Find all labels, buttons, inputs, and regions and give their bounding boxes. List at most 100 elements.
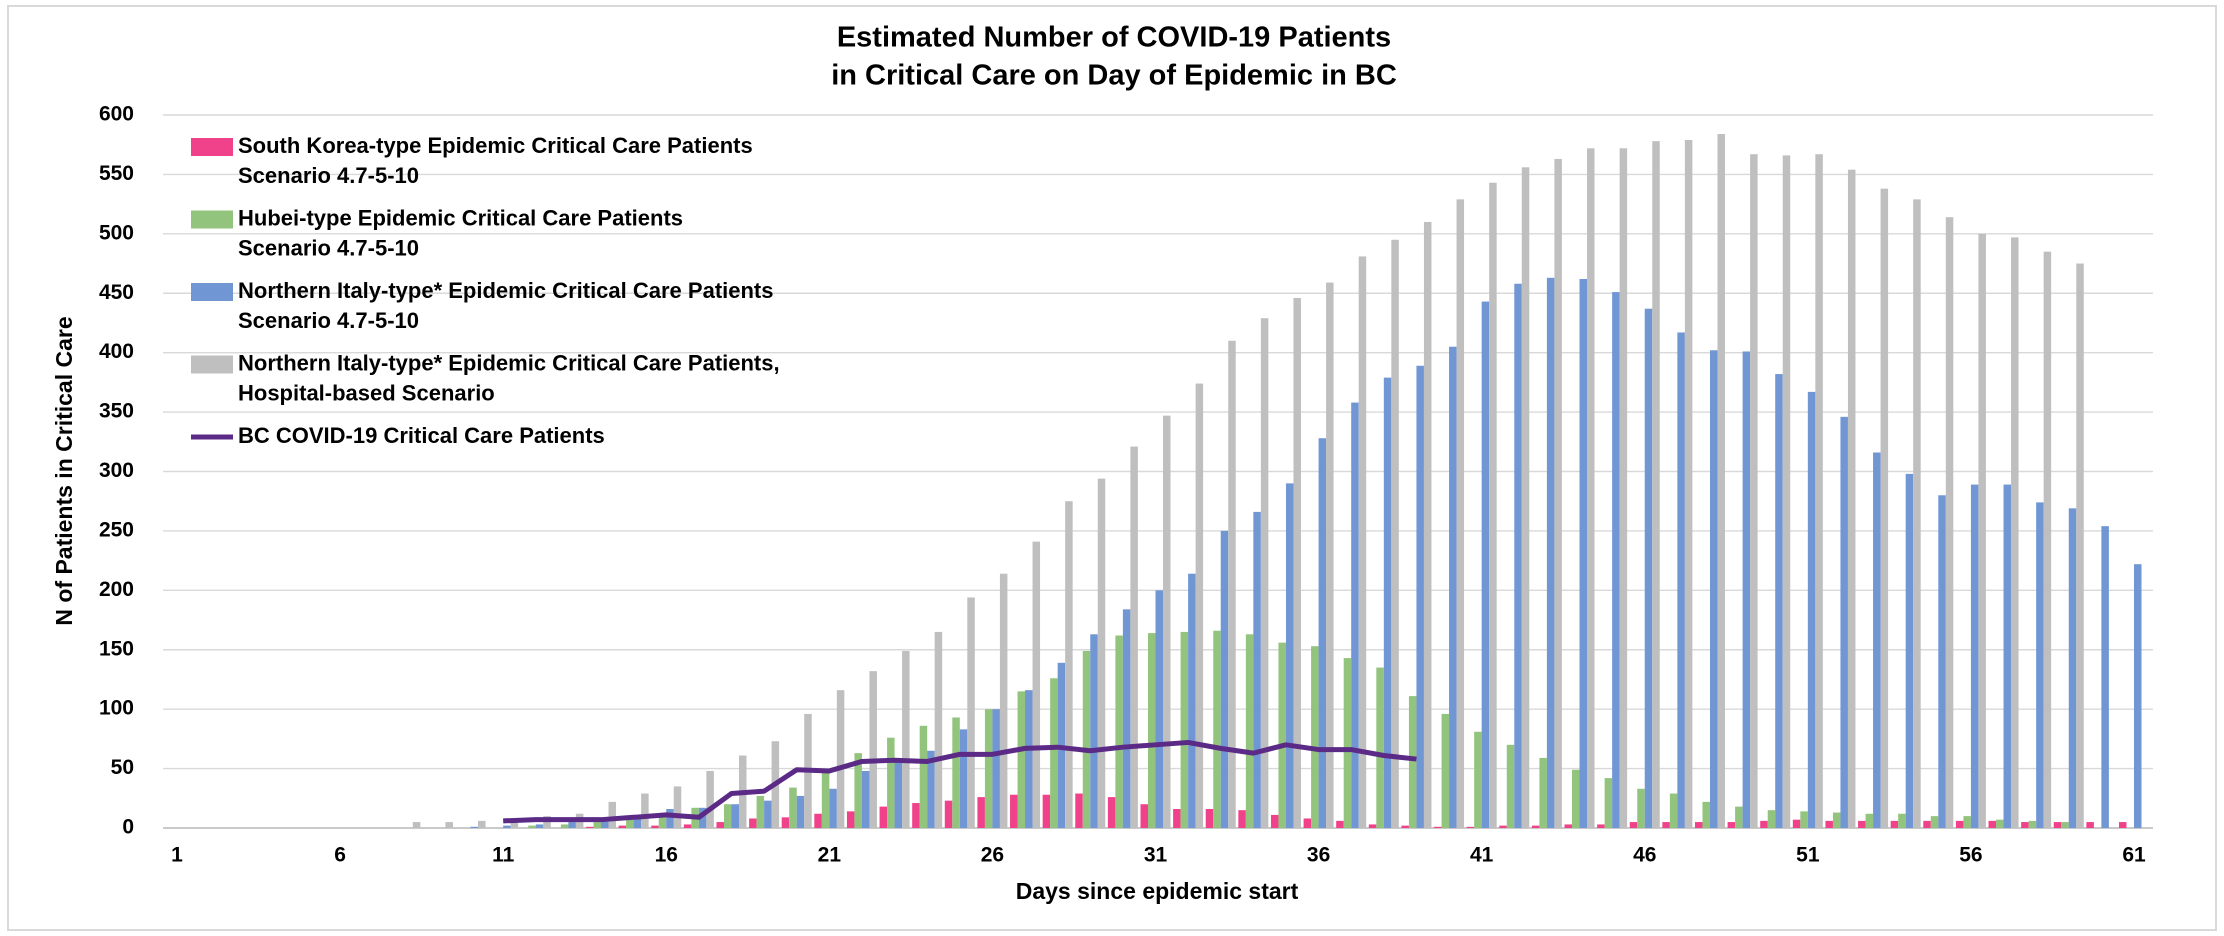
bar <box>1873 452 1881 828</box>
bar <box>2011 237 2019 829</box>
bar <box>1082 650 1091 828</box>
bar <box>1238 810 1246 828</box>
bar <box>626 818 634 828</box>
y-tick-label: 350 <box>99 400 134 423</box>
y-tick-label: 100 <box>99 697 134 720</box>
bar <box>470 826 479 828</box>
bar <box>2036 502 2044 828</box>
bar <box>1260 318 1269 828</box>
bar <box>1923 820 1931 828</box>
bar <box>967 597 975 828</box>
bar <box>756 795 765 828</box>
bar <box>2101 526 2109 828</box>
bar <box>1180 631 1189 828</box>
bar <box>1963 816 1971 828</box>
bar <box>1554 158 1562 829</box>
bar <box>1383 377 1392 828</box>
bar <box>1572 769 1580 828</box>
bar <box>927 750 935 828</box>
bar <box>1376 667 1384 828</box>
bar <box>1075 793 1083 828</box>
bar <box>1326 282 1334 828</box>
chart-title: in Critical Care on Day of Epidemic in B… <box>831 60 1397 92</box>
bar <box>2053 822 2062 828</box>
bar <box>1652 141 1660 829</box>
bar <box>1815 154 1823 829</box>
bar <box>1825 820 1833 828</box>
bar <box>912 803 920 828</box>
bar <box>1521 167 1530 828</box>
legend-label: Northern Italy-type* Epidemic Critical C… <box>238 278 774 333</box>
bar <box>1564 824 1573 828</box>
bar <box>1579 278 1588 828</box>
bar <box>658 813 667 828</box>
x-tick-label: 56 <box>1959 844 1982 867</box>
bar <box>2061 822 2069 828</box>
bar <box>764 800 772 828</box>
bar <box>1709 350 1718 828</box>
y-tick-label: 500 <box>99 221 134 244</box>
bar <box>1760 820 1768 828</box>
bar <box>1800 811 1808 828</box>
bar <box>1499 825 1507 828</box>
bar <box>2021 822 2029 828</box>
x-tick-label: 36 <box>1307 844 1330 867</box>
bar <box>1270 814 1279 828</box>
bar <box>1441 713 1450 828</box>
bar <box>1155 590 1164 828</box>
bar <box>1253 511 1261 828</box>
x-tick-label: 1 <box>171 844 183 867</box>
bar <box>1220 530 1229 828</box>
bar <box>984 709 993 828</box>
bar <box>1147 633 1156 828</box>
bar <box>568 822 576 828</box>
bar <box>1010 794 1018 828</box>
bar <box>1140 804 1148 828</box>
bar <box>1629 822 1638 828</box>
bar <box>723 804 732 828</box>
bar <box>1840 416 1848 828</box>
bar <box>829 788 837 828</box>
bar <box>959 729 968 828</box>
bar <box>1890 820 1899 828</box>
bar <box>731 804 739 828</box>
bar <box>1368 824 1377 828</box>
bar <box>1775 374 1783 828</box>
bar <box>992 709 1000 828</box>
bar <box>1694 822 1703 828</box>
bar <box>1684 139 1693 828</box>
bar <box>1318 438 1327 828</box>
bar <box>1792 819 1801 828</box>
bar <box>1898 813 1906 828</box>
bar <box>861 770 870 828</box>
bar <box>1401 825 1409 828</box>
bar <box>1905 473 1914 828</box>
bar <box>1604 778 1613 828</box>
bar <box>879 806 888 828</box>
legend-swatch <box>191 355 233 374</box>
bar <box>503 825 511 828</box>
bar <box>1336 820 1344 828</box>
bar <box>1717 134 1725 829</box>
bar <box>1213 630 1221 828</box>
bar <box>1278 642 1286 828</box>
bar <box>902 650 910 828</box>
bar <box>749 818 757 828</box>
chart-title: Estimated Number of COVID-19 Patients <box>837 22 1391 54</box>
legend-swatch <box>191 283 233 301</box>
bar <box>1358 256 1367 829</box>
bar <box>1531 825 1540 828</box>
bar <box>1930 816 1939 828</box>
bar <box>445 822 453 828</box>
bar <box>1847 169 1856 828</box>
bar <box>1858 820 1866 828</box>
bar <box>651 825 659 828</box>
legend-swatch <box>191 210 233 229</box>
x-tick-label: 41 <box>1470 844 1494 867</box>
bar <box>1955 820 1964 828</box>
bar <box>1351 402 1359 828</box>
bar <box>1662 822 1670 828</box>
bar <box>510 819 519 828</box>
x-tick-label: 26 <box>981 844 1004 867</box>
bar <box>781 817 790 828</box>
